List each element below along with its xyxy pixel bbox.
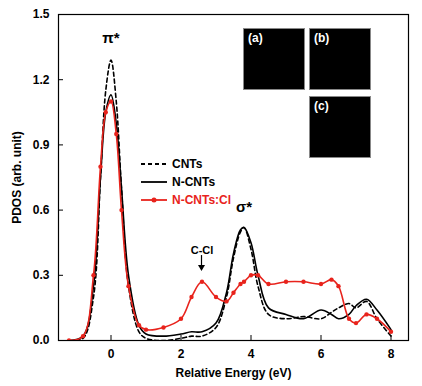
html-text:(b): (b) — [314, 31, 330, 45]
svg-text:C-Cl: C-Cl — [191, 244, 214, 256]
svg-text:0.0: 0.0 — [33, 333, 50, 347]
svg-text:6: 6 — [318, 347, 325, 361]
svg-text:1.2: 1.2 — [33, 73, 50, 87]
html-text:(a): (a) — [248, 31, 263, 45]
html-text:(c): (c) — [314, 99, 329, 113]
svg-text:0: 0 — [108, 347, 115, 361]
html-text:N-CNTs: N-CNTs — [172, 175, 216, 189]
svg-text:1.5: 1.5 — [33, 7, 50, 21]
svg-text:0.6: 0.6 — [33, 203, 50, 217]
svg-text:π*: π* — [102, 29, 119, 46]
svg-text:4: 4 — [248, 347, 255, 361]
html-text:N-CNTs:Cl: N-CNTs:Cl — [172, 193, 232, 207]
svg-text:8: 8 — [388, 347, 395, 361]
svg-text:0.9: 0.9 — [33, 138, 50, 152]
svg-text:σ*: σ* — [236, 198, 252, 215]
svg-text:2: 2 — [178, 347, 185, 361]
svg-text:0.3: 0.3 — [33, 268, 50, 282]
svg-text:PDOS (arb. unit): PDOS (arb. unit) — [10, 131, 24, 224]
html-text:CNTs: CNTs — [172, 157, 203, 171]
svg-text:Relative Energy (eV): Relative Energy (eV) — [175, 366, 291, 380]
